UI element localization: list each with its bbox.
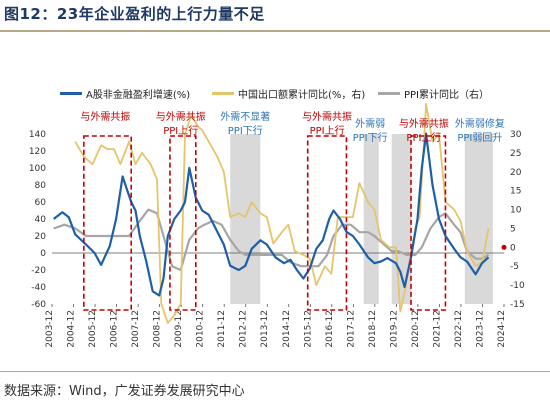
y-right-tick-label-9: 30: [510, 130, 522, 140]
highlight-box-1: [169, 135, 197, 311]
x-tick-label-7: 2010-12: [196, 310, 206, 348]
x-tick-label-4: 2007-12: [131, 310, 141, 348]
annotation-2-line-0: 外需不显著: [220, 110, 270, 123]
annotation-1-line-1: PPI上行: [163, 124, 198, 137]
shaded-region-0: [230, 134, 261, 304]
x-tick-label-14: 2017-12: [346, 310, 356, 348]
y-right-tick-label-3: 0: [510, 243, 516, 253]
legend-label-export: 中国出口额累计同比(%，右): [238, 90, 366, 101]
annotation-6-line-0: 外需弱修复: [455, 117, 505, 130]
x-tick-label-8: 2011-12: [217, 310, 227, 348]
series-line-2: [53, 208, 490, 272]
x-tick-label-21: 2024-12: [497, 310, 507, 348]
x-tick-label-20: 2023-12: [475, 310, 485, 348]
y-right-tick-label-8: 25: [510, 149, 521, 159]
x-tick-label-19: 2022-12: [454, 310, 464, 348]
x-tick-label-6: 2009-12: [174, 310, 184, 348]
y-left-tick-label-2: -20: [31, 266, 46, 276]
x-tick-label-1: 2004-12: [67, 310, 77, 348]
annotation-5-line-1: PPI上行: [406, 131, 441, 144]
y-right-tick-label-5: 10: [510, 206, 522, 216]
x-tick-label-2: 2005-12: [88, 310, 98, 348]
annotation-0-line-0: 与外需共振: [80, 110, 130, 123]
figure-title: 图12：23年企业盈利的上行力量不足: [4, 5, 265, 23]
y-left-tick-label-4: 20: [35, 232, 47, 242]
x-tick-label-10: 2013-12: [260, 310, 270, 348]
highlight-box-3: [410, 135, 447, 311]
x-tick-label-9: 2012-12: [239, 310, 249, 348]
legend-swatch-ppi: [378, 92, 400, 95]
profit-export-ppi-chart: -60 -40 -20 0 20 40 60 80 100 120 140 -15 -10 -5 0 5 10 1…: [29, 102, 525, 348]
y-right-tick-label-0: -15: [510, 300, 525, 310]
annotation-3-line-1: PPI上行: [310, 124, 345, 137]
y-left-tick-label-5: 40: [35, 215, 47, 225]
highlight-box-0: [83, 135, 133, 311]
y-right-tick-label-1: -10: [510, 281, 525, 291]
legend-label-ppi: PPI累计同比（右）: [404, 90, 490, 101]
highlight-box-2: [306, 135, 348, 311]
end-marker-dot: [501, 244, 507, 250]
legend-item-profit: A股非金融盈利增速(%): [60, 86, 190, 101]
source-note: 数据来源：Wind，广发证券发展研究中心: [4, 384, 245, 399]
y-left-tick-label-7: 80: [35, 181, 47, 191]
shaded-region-3: [464, 134, 493, 304]
y-left-tick-label-1: -40: [31, 283, 46, 293]
legend-swatch-export: [212, 92, 234, 95]
y-right-tick-label-6: 15: [510, 187, 521, 197]
x-tick-label-0: 2003-12: [45, 310, 55, 348]
annotation-3-line-0: 与外需共振: [302, 110, 352, 123]
shaded-region-1: [363, 134, 379, 304]
annotation-1-line-0: 与外需共振: [156, 110, 206, 123]
annotation-6-line-1: PPI弱回升: [457, 132, 502, 144]
legend-item-ppi: PPI累计同比（右）: [378, 86, 489, 101]
annotation-2-line-1: PPI下行: [228, 124, 263, 137]
x-tick-label-18: 2021-12: [432, 310, 442, 348]
y-left-tick-label-3: 0: [40, 249, 46, 259]
source-divider: [0, 371, 550, 372]
annotation-5-line-0: 与外需共振: [399, 117, 449, 130]
x-tick-label-5: 2008-12: [153, 310, 163, 348]
y-left-tick-label-6: 60: [35, 198, 47, 208]
y-left-tick-label-0: -60: [31, 300, 46, 310]
y-right-tick-label-4: 5: [510, 224, 516, 234]
series-line-1: [74, 102, 490, 324]
y-left-tick-label-10: 140: [29, 130, 46, 140]
annotation-4-line-1: PPI下行: [353, 131, 388, 144]
y-left-tick-label-8: 100: [29, 164, 46, 174]
x-tick-label-16: 2019-12: [389, 310, 399, 348]
annotation-4-line-0: 外需弱: [355, 118, 385, 130]
x-tick-label-12: 2015-12: [303, 310, 313, 348]
x-tick-label-15: 2018-12: [368, 310, 378, 348]
legend-label-profit: A股非金融盈利增速(%): [86, 90, 191, 101]
x-tick-label-3: 2006-12: [110, 310, 120, 348]
y-left-tick-label-9: 120: [29, 147, 46, 157]
title-divider: [0, 30, 550, 32]
legend-swatch-profit: [60, 92, 82, 95]
y-right-tick-label-7: 20: [510, 168, 522, 178]
series-line-0: [53, 132, 490, 297]
x-tick-label-11: 2014-12: [282, 310, 292, 348]
legend-item-export: 中国出口额累计同比(%，右): [212, 86, 365, 101]
x-tick-label-17: 2020-12: [411, 310, 421, 348]
x-tick-label-13: 2016-12: [325, 310, 335, 348]
y-right-tick-label-2: -5: [510, 262, 519, 272]
